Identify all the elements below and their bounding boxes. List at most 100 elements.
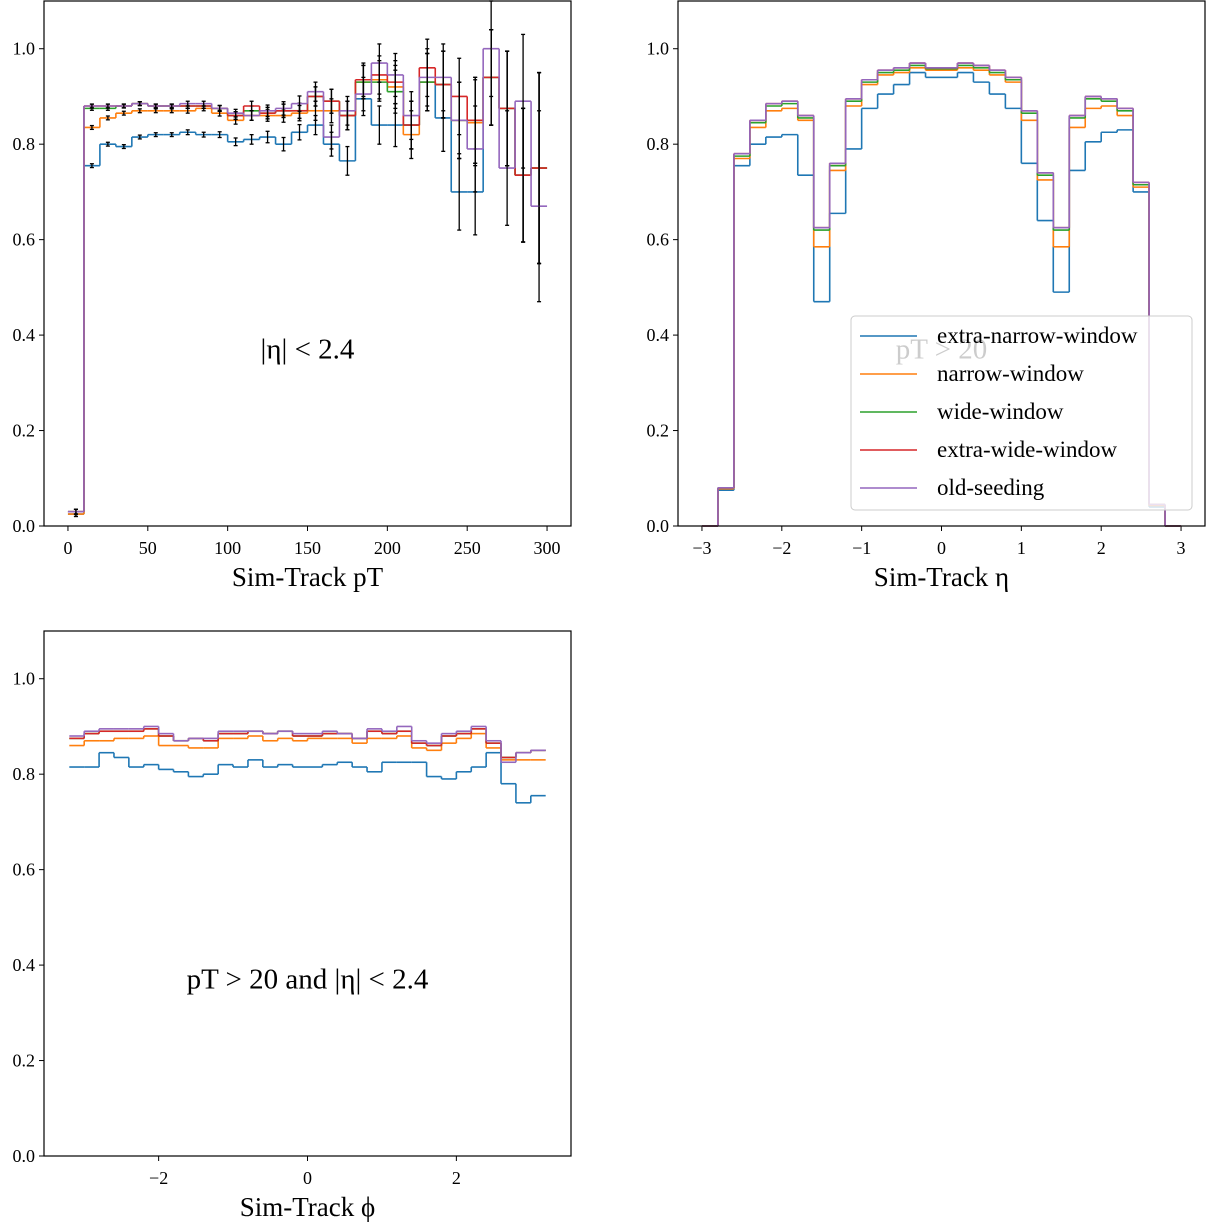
y-tick-label: 0.6 (13, 860, 36, 880)
error-bar (249, 110, 254, 121)
legend-label: extra-narrow-window (937, 323, 1138, 348)
error-bar (153, 132, 158, 138)
error-bar (345, 145, 350, 176)
error-bar (137, 134, 142, 140)
error-bar (217, 131, 222, 139)
error-bar (249, 133, 254, 145)
x-tick-label: 300 (534, 538, 561, 558)
x-axis-label: Sim-Track ϕ (240, 1192, 375, 1222)
error-bar (137, 108, 142, 114)
x-tick-label: 0 (937, 538, 946, 558)
series (67, 0, 548, 515)
error-bar (153, 103, 158, 109)
x-tick-label: −1 (852, 538, 871, 558)
error-bar (73, 508, 78, 515)
series (69, 732, 546, 761)
error-bar (425, 48, 430, 107)
error-bar (409, 91, 414, 141)
error-bar (281, 136, 286, 152)
series (69, 725, 546, 764)
x-tick-label: −2 (772, 538, 791, 558)
x-tick-label: 250 (454, 538, 481, 558)
legend-label: extra-wide-window (937, 437, 1117, 462)
legend-label: wide-window (937, 399, 1064, 424)
y-tick-label: 0.4 (13, 325, 36, 345)
y-tick-label: 0.8 (13, 134, 36, 154)
error-bar (217, 104, 222, 112)
error-bar (329, 124, 334, 150)
error-bar (265, 104, 270, 118)
axes: 0.0 0.2 0.4 0.6 0.8 1.0 0 50 100 150 200 250 300 Sim-… (13, 0, 572, 592)
error-bar (281, 101, 286, 116)
error-bar (537, 110, 542, 303)
error-bar (185, 100, 190, 107)
error-bar (169, 103, 174, 109)
x-tick-label: 100 (214, 538, 241, 558)
error-bar (265, 130, 270, 144)
error-bar (297, 123, 302, 141)
axes-frame (43, 630, 572, 1157)
error-bar (201, 100, 206, 107)
y-tick-label: 0.8 (13, 764, 36, 784)
x-tick-label: 2 (1097, 538, 1106, 558)
y-tick-label: 0.8 (647, 134, 670, 154)
error-bar (313, 81, 318, 102)
axes: 0.0 0.2 0.4 0.6 0.8 1.0 −2 0 2 Sim-Track ϕ pT > 20… (13, 630, 572, 1222)
error-bar (521, 33, 526, 169)
error-bar (393, 52, 398, 98)
y-tick-label: 0.6 (13, 230, 36, 250)
x-tick-label: 1 (1017, 538, 1026, 558)
y-tick-label: 0.6 (647, 230, 670, 250)
error-bar (345, 95, 350, 126)
legend-label: narrow-window (937, 361, 1084, 386)
error-bar (201, 131, 206, 138)
x-tick-label: −3 (692, 538, 711, 558)
error-bar (505, 110, 510, 226)
error-bar (473, 105, 478, 193)
error-bar (457, 81, 462, 160)
x-axis-label: Sim-Track pT (232, 562, 384, 592)
x-tick-label: 200 (374, 538, 401, 558)
y-tick-label: 0.2 (647, 421, 670, 441)
error-bar (89, 124, 94, 131)
y-tick-label: 0.4 (647, 325, 670, 345)
error-bar (169, 132, 174, 138)
annotation: |η| < 2.4 (261, 334, 355, 366)
error-bar (297, 95, 302, 112)
error-bar (153, 108, 158, 114)
error-bar (137, 101, 142, 107)
error-bar (441, 43, 446, 112)
error-bar (377, 105, 382, 145)
x-tick-label: 0 (303, 1168, 312, 1188)
error-bar (169, 108, 174, 114)
y-tick-label: 0.2 (13, 421, 36, 441)
error-bar (121, 103, 126, 109)
error-bar (105, 115, 110, 121)
error-bar (377, 43, 382, 83)
y-tick-label: 0.0 (647, 516, 670, 536)
legend-box (850, 315, 1193, 511)
x-axis-label: Sim-Track η (874, 562, 1009, 592)
y-tick-label: 1.0 (13, 669, 36, 689)
x-tick-label: 2 (452, 1168, 461, 1188)
annotation: pT > 20 and |η| < 2.4 (187, 964, 429, 996)
legend: extra-narrow-window narrow-window wide-win… (850, 315, 1193, 511)
error-bar (121, 110, 126, 116)
y-tick-label: 0.0 (13, 516, 36, 536)
axes-frame (43, 0, 572, 527)
error-bar (89, 163, 94, 169)
axes-frame (677, 0, 1206, 527)
error-bar (89, 103, 94, 109)
y-tick-label: 1.0 (647, 39, 670, 59)
x-tick-label: 0 (63, 538, 72, 558)
y-tick-label: 0.0 (13, 1146, 36, 1166)
y-tick-label: 1.0 (13, 39, 36, 59)
x-tick-label: 50 (139, 538, 157, 558)
error-bar (105, 103, 110, 109)
error-bar (233, 108, 238, 118)
x-tick-label: −2 (149, 1168, 168, 1188)
error-bar (329, 88, 334, 114)
